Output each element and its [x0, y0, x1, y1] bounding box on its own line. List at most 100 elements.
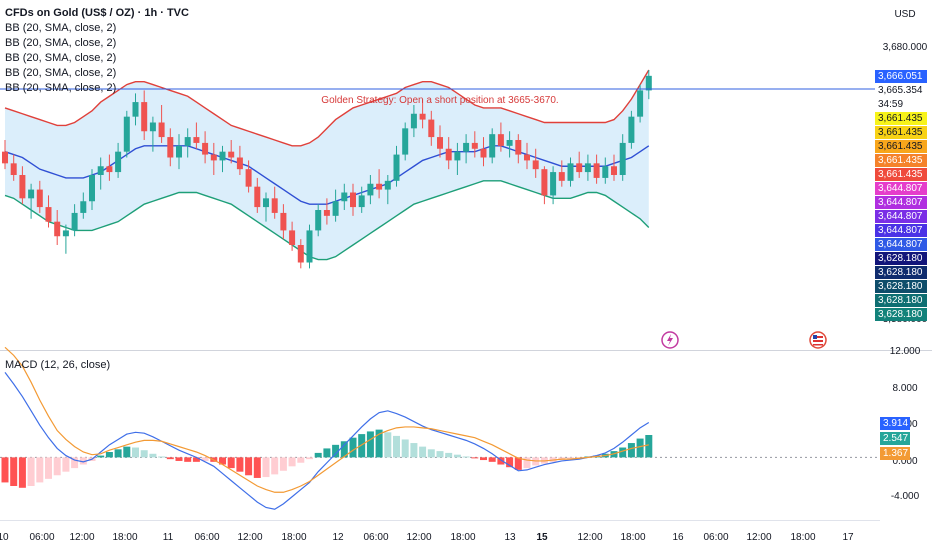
candle[interactable] [202, 131, 209, 164]
indicator-label[interactable]: BB (20, SMA, close, 2) [5, 22, 117, 34]
candle[interactable] [489, 128, 496, 164]
candle[interactable] [123, 110, 130, 158]
macd-histogram-bar [53, 457, 61, 476]
price-tag: 3,628.180 [875, 308, 927, 321]
candle[interactable] [54, 210, 61, 245]
macd-line[interactable] [4, 372, 650, 510]
candle[interactable] [515, 134, 522, 164]
candle[interactable] [245, 160, 252, 193]
indicator-label[interactable]: BB (20, SMA, close, 2) [5, 52, 117, 64]
candle[interactable] [176, 134, 182, 170]
candle[interactable] [36, 180, 43, 213]
candle[interactable] [332, 189, 339, 222]
candle[interactable] [367, 175, 374, 205]
candle[interactable] [471, 131, 478, 158]
candle[interactable] [2, 140, 8, 170]
candle[interactable] [637, 84, 644, 123]
candle[interactable] [645, 70, 652, 100]
candle[interactable] [45, 195, 52, 228]
candle[interactable] [97, 157, 104, 190]
candle[interactable] [254, 177, 261, 213]
candle[interactable] [480, 137, 487, 167]
candle[interactable] [132, 93, 139, 126]
candle[interactable] [28, 183, 35, 219]
time-tick-label: 06:00 [703, 532, 728, 543]
candle[interactable] [19, 166, 26, 205]
candle[interactable] [158, 105, 165, 143]
candle[interactable] [402, 122, 409, 161]
candle[interactable] [550, 166, 557, 205]
candle[interactable] [524, 142, 530, 170]
candle[interactable] [62, 224, 69, 254]
indicator-label[interactable]: BB (20, SMA, close, 2) [5, 67, 117, 79]
macd-histogram-bar [358, 434, 366, 458]
candle[interactable] [393, 145, 400, 187]
candle[interactable] [289, 221, 296, 251]
candle[interactable] [271, 186, 278, 219]
candle[interactable] [350, 183, 356, 216]
candle[interactable] [567, 157, 574, 187]
candle[interactable] [428, 110, 435, 146]
candle[interactable] [210, 142, 217, 175]
candle[interactable] [532, 148, 539, 178]
candle[interactable] [628, 110, 635, 149]
candle[interactable] [141, 90, 148, 140]
candle[interactable] [576, 151, 583, 178]
candle[interactable] [341, 183, 348, 210]
candle[interactable] [193, 122, 200, 149]
candle[interactable] [541, 166, 548, 205]
symbol-title[interactable]: CFDs on Gold (US$ / OZ) · 1h · TVC [5, 7, 189, 19]
candle[interactable] [558, 160, 565, 187]
candle[interactable] [306, 224, 313, 269]
candle[interactable] [323, 198, 330, 225]
candle[interactable] [106, 154, 113, 181]
lightning-event-icon[interactable] [661, 331, 679, 349]
candle[interactable] [89, 169, 95, 210]
candle[interactable] [115, 142, 122, 178]
candle[interactable] [219, 145, 226, 173]
candle[interactable] [297, 239, 304, 269]
candle[interactable] [228, 140, 235, 164]
candle[interactable] [497, 122, 504, 152]
candle[interactable] [419, 99, 426, 129]
price-tag: 3,628.180 [875, 294, 927, 307]
candle[interactable] [280, 204, 287, 240]
candle[interactable] [358, 186, 365, 213]
candle[interactable] [263, 192, 269, 222]
candle[interactable] [71, 204, 78, 237]
candle[interactable] [602, 157, 609, 184]
time-tick-label: 12:00 [746, 532, 771, 543]
us-flag-event-icon[interactable] [809, 331, 827, 349]
candle[interactable] [315, 204, 322, 237]
macd-tick-label: 0.000 [892, 456, 917, 467]
indicator-label[interactable]: BB (20, SMA, close, 2) [5, 37, 117, 49]
price-tag: 3,665.354 [875, 84, 927, 97]
candle[interactable] [584, 154, 591, 181]
indicator-label[interactable]: BB (20, SMA, close, 2) [5, 82, 117, 94]
candle[interactable] [376, 169, 383, 199]
bb-upper-line[interactable] [4, 69, 650, 147]
candle[interactable] [454, 142, 461, 175]
candle[interactable] [506, 131, 513, 158]
candle[interactable] [167, 128, 174, 167]
macd-histogram-bar [497, 457, 505, 465]
candle[interactable] [80, 192, 87, 219]
candle[interactable] [10, 154, 17, 181]
candle[interactable] [184, 128, 191, 158]
time-tick-label: 13 [504, 532, 516, 543]
signal-line[interactable] [4, 346, 649, 493]
candle[interactable] [384, 175, 391, 205]
macd-title[interactable]: MACD (12, 26, close) [5, 359, 111, 371]
candle[interactable] [593, 154, 600, 184]
candle[interactable] [236, 145, 243, 175]
macd-histogram-bar [166, 457, 174, 460]
candle[interactable] [463, 134, 470, 164]
candle[interactable] [445, 137, 452, 170]
macd-histogram-bar [236, 457, 244, 472]
candle[interactable] [149, 116, 156, 152]
candle[interactable] [611, 154, 617, 181]
candle[interactable] [410, 105, 417, 138]
candle[interactable] [437, 125, 443, 158]
candle[interactable] [619, 134, 626, 181]
